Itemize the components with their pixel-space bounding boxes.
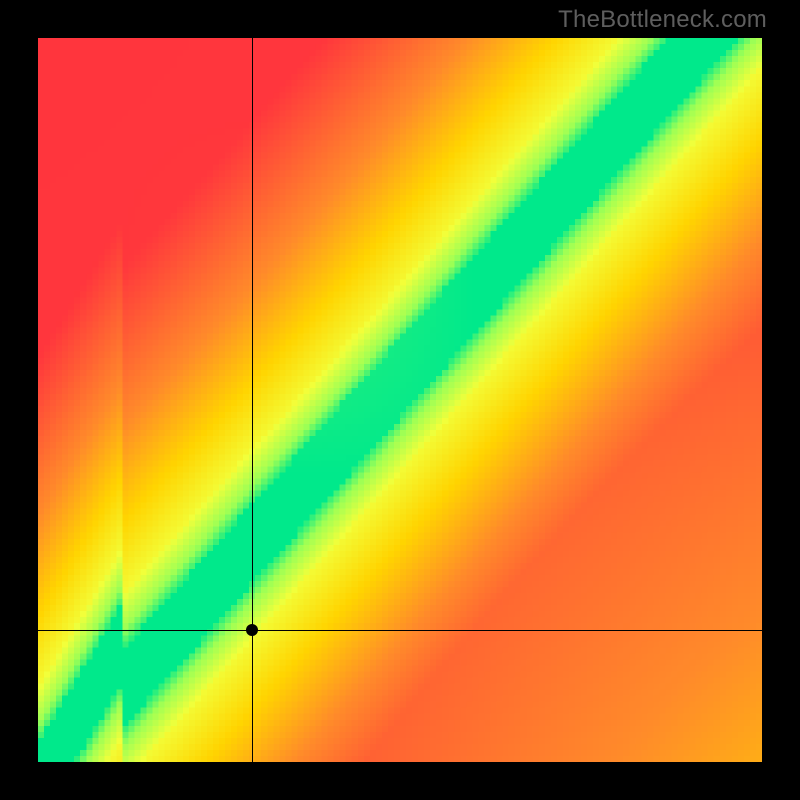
crosshair-vertical <box>252 38 253 762</box>
heatmap-plot <box>38 38 762 762</box>
heatmap-canvas <box>38 38 762 762</box>
watermark-text: TheBottleneck.com <box>558 6 767 34</box>
crosshair-horizontal <box>38 630 762 631</box>
marker-dot <box>246 624 258 636</box>
